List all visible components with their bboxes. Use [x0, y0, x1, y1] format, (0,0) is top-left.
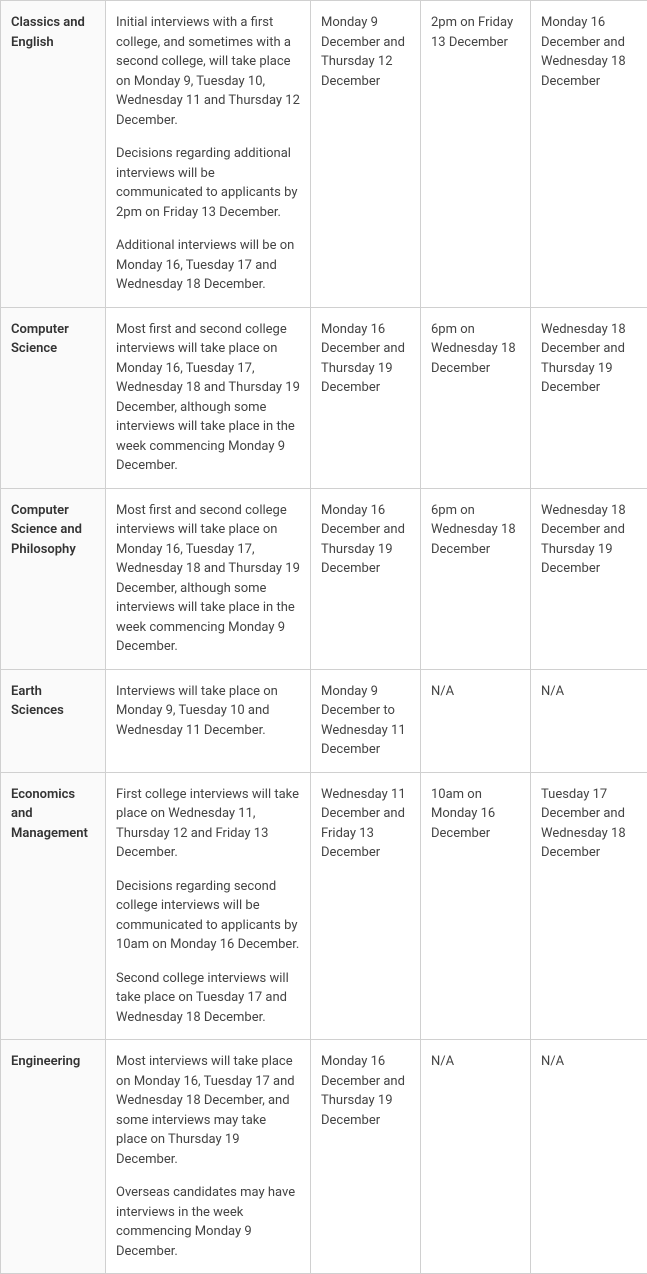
details-cell: Most interviews will take place on Monda… — [106, 1040, 311, 1274]
dates-cell: Monday 16 December and Thursday 19 Decem… — [311, 488, 421, 669]
subject-cell: Classics and English — [1, 1, 106, 308]
additional-cell: Monday 16 December and Wednesday 18 Dece… — [531, 1, 647, 308]
additional-cell: N/A — [531, 1040, 647, 1274]
details-paragraph: Second college interviews will take plac… — [116, 969, 300, 1028]
table-row: Economics and Management First college i… — [1, 772, 647, 1040]
details-paragraph: Initial interviews with a first college,… — [116, 13, 300, 130]
decision-cell: 2pm on Friday 13 December — [421, 1, 531, 308]
subject-cell: Computer Science and Philosophy — [1, 488, 106, 669]
details-cell: First college interviews will take place… — [106, 772, 311, 1040]
details-paragraph: First college interviews will take place… — [116, 785, 300, 863]
details-paragraph: Decisions regarding additional interview… — [116, 144, 300, 222]
decision-cell: 10am on Monday 16 December — [421, 772, 531, 1040]
dates-cell: Monday 9 December and Thursday 12 Decemb… — [311, 1, 421, 308]
details-paragraph: Interviews will take place on Monday 9, … — [116, 682, 300, 741]
subject-cell: Engineering — [1, 1040, 106, 1274]
dates-cell: Monday 9 December to Wednesday 11 Decemb… — [311, 669, 421, 772]
dates-cell: Wednesday 11 December and Friday 13 Dece… — [311, 772, 421, 1040]
details-paragraph: Most interviews will take place on Monda… — [116, 1052, 300, 1169]
subject-cell: Computer Science — [1, 307, 106, 488]
decision-cell: 6pm on Wednesday 18 December — [421, 307, 531, 488]
table-row: Classics and English Initial interviews … — [1, 1, 647, 308]
details-cell: Interviews will take place on Monday 9, … — [106, 669, 311, 772]
subject-cell: Earth Sciences — [1, 669, 106, 772]
details-paragraph: Overseas candidates may have interviews … — [116, 1183, 300, 1261]
table-row: Computer Science Most first and second c… — [1, 307, 647, 488]
subject-cell: Economics and Management — [1, 772, 106, 1040]
table-row: Earth Sciences Interviews will take plac… — [1, 669, 647, 772]
dates-cell: Monday 16 December and Thursday 19 Decem… — [311, 307, 421, 488]
details-paragraph: Most first and second college interviews… — [116, 320, 300, 476]
table-row: Computer Science and Philosophy Most fir… — [1, 488, 647, 669]
table-body: Classics and English Initial interviews … — [1, 1, 647, 1274]
interview-schedule-table: Classics and English Initial interviews … — [0, 0, 647, 1274]
details-paragraph: Decisions regarding second college inter… — [116, 877, 300, 955]
decision-cell: N/A — [421, 669, 531, 772]
details-paragraph: Most first and second college interviews… — [116, 501, 300, 657]
table-row: Engineering Most interviews will take pl… — [1, 1040, 647, 1274]
additional-cell: Tuesday 17 December and Wednesday 18 Dec… — [531, 772, 647, 1040]
details-cell: Initial interviews with a first college,… — [106, 1, 311, 308]
dates-cell: Monday 16 December and Thursday 19 Decem… — [311, 1040, 421, 1274]
details-paragraph: Additional interviews will be on Monday … — [116, 236, 300, 295]
additional-cell: N/A — [531, 669, 647, 772]
details-cell: Most first and second college interviews… — [106, 488, 311, 669]
additional-cell: Wednesday 18 December and Thursday 19 De… — [531, 307, 647, 488]
decision-cell: 6pm on Wednesday 18 December — [421, 488, 531, 669]
additional-cell: Wednesday 18 December and Thursday 19 De… — [531, 488, 647, 669]
decision-cell: N/A — [421, 1040, 531, 1274]
details-cell: Most first and second college interviews… — [106, 307, 311, 488]
